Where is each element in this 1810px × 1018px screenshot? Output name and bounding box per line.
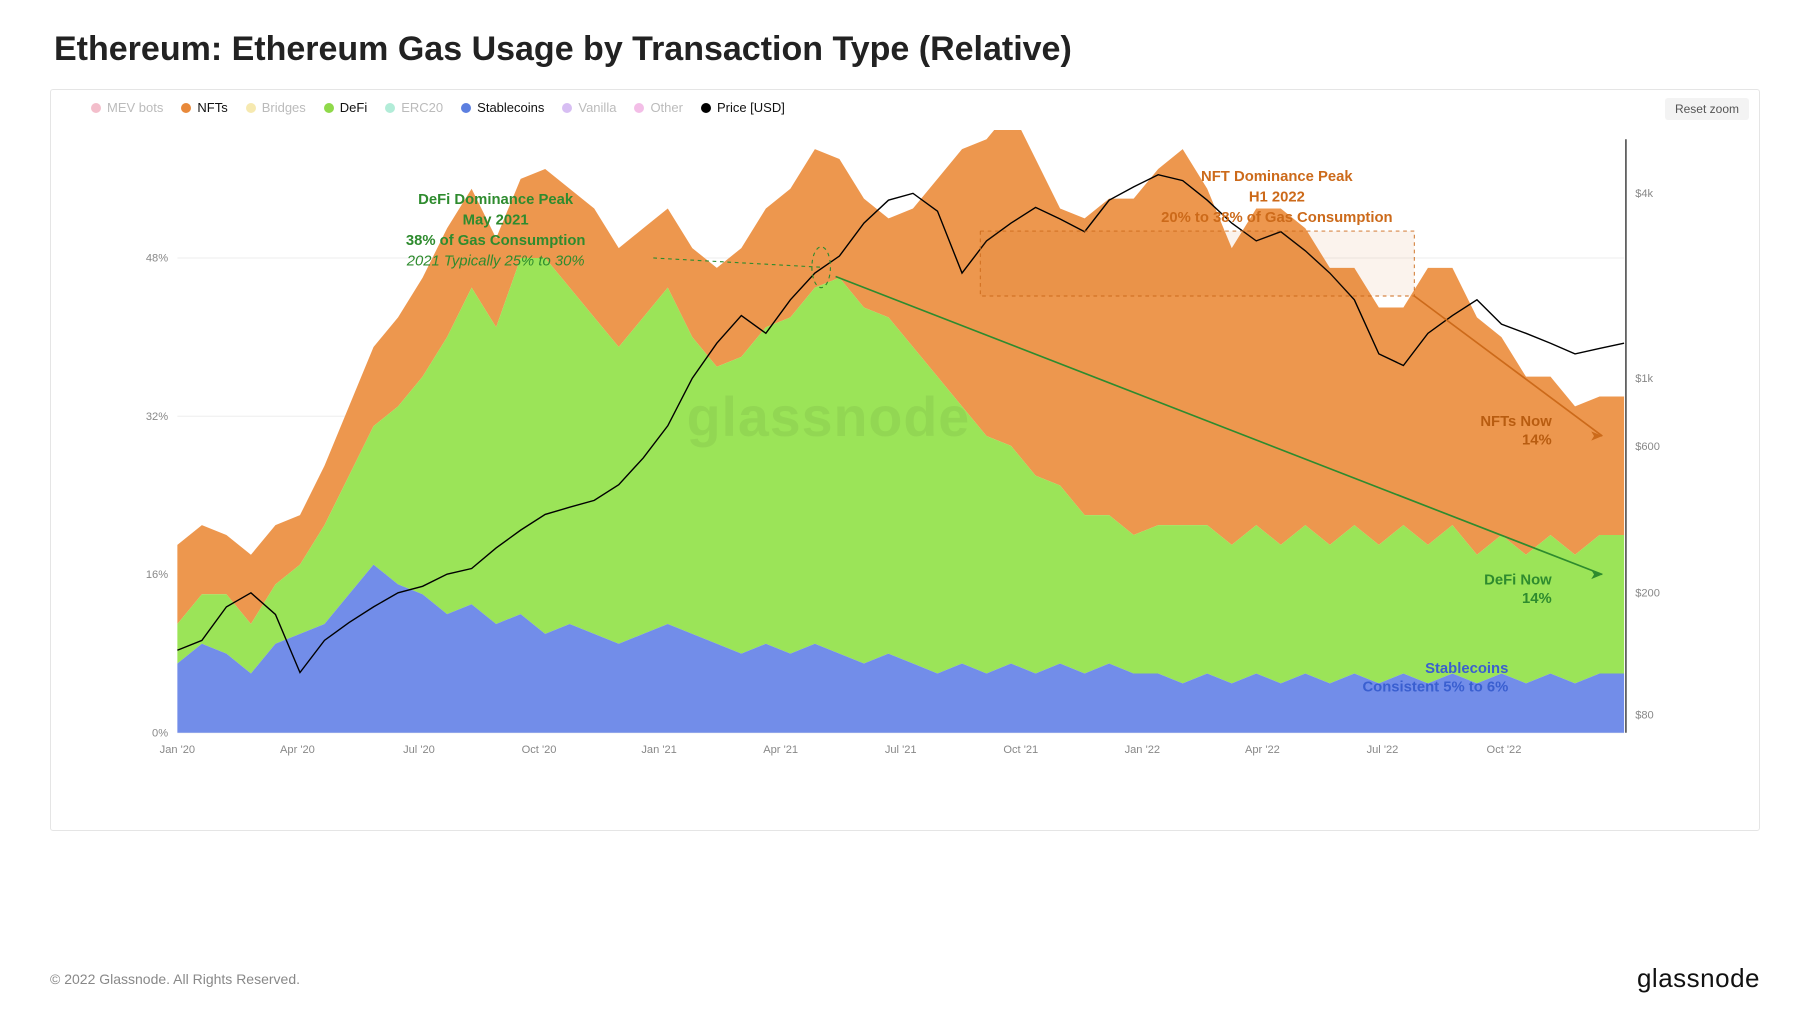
svg-text:Apr '21: Apr '21 [763, 744, 798, 756]
svg-text:20% to 38% of Gas Consumption: 20% to 38% of Gas Consumption [1161, 210, 1393, 226]
legend-item[interactable]: Other [634, 100, 683, 115]
brand-logo: glassnode [1637, 963, 1760, 994]
legend-label: ERC20 [401, 100, 443, 115]
svg-text:Jan '21: Jan '21 [641, 744, 676, 756]
svg-text:48%: 48% [146, 253, 168, 265]
svg-text:$4k: $4k [1635, 188, 1653, 200]
svg-text:2021 Typically 25% to 30%: 2021 Typically 25% to 30% [406, 253, 585, 269]
svg-text:$600: $600 [1635, 441, 1660, 453]
svg-text:$200: $200 [1635, 588, 1660, 600]
svg-text:Oct '22: Oct '22 [1487, 744, 1522, 756]
legend-label: Bridges [262, 100, 306, 115]
svg-text:H1 2022: H1 2022 [1249, 189, 1305, 205]
svg-text:14%: 14% [1522, 433, 1552, 449]
legend-dot [701, 103, 711, 113]
svg-text:DeFi Now: DeFi Now [1484, 572, 1552, 588]
legend-label: MEV bots [107, 100, 163, 115]
reset-zoom-button[interactable]: Reset zoom [1665, 98, 1749, 120]
legend-item[interactable]: Stablecoins [461, 100, 544, 115]
svg-text:glassnode: glassnode [687, 386, 970, 448]
legend-item[interactable]: Bridges [246, 100, 306, 115]
svg-text:$80: $80 [1635, 710, 1654, 722]
legend-item[interactable]: ERC20 [385, 100, 443, 115]
svg-text:Apr '22: Apr '22 [1245, 744, 1280, 756]
svg-text:DeFi Dominance Peak: DeFi Dominance Peak [418, 192, 574, 208]
legend-label: NFTs [197, 100, 227, 115]
svg-text:Jan '22: Jan '22 [1125, 744, 1160, 756]
legend-label: Vanilla [578, 100, 616, 115]
legend-dot [324, 103, 334, 113]
legend-label: DeFi [340, 100, 367, 115]
svg-text:Oct '20: Oct '20 [522, 744, 557, 756]
legend-dot [634, 103, 644, 113]
legend-item[interactable]: MEV bots [91, 100, 163, 115]
svg-text:0%: 0% [152, 728, 168, 740]
svg-text:32%: 32% [146, 411, 168, 423]
legend-dot [91, 103, 101, 113]
legend-item[interactable]: DeFi [324, 100, 367, 115]
legend-dot [385, 103, 395, 113]
copyright-text: © 2022 Glassnode. All Rights Reserved. [50, 971, 300, 987]
legend-dot [461, 103, 471, 113]
chart-title: Ethereum: Ethereum Gas Usage by Transact… [54, 30, 1760, 69]
legend-item[interactable]: Vanilla [562, 100, 616, 115]
svg-text:16%: 16% [146, 569, 168, 581]
chart-card: MEV bots NFTs Bridges DeFi ERC20 Stablecoins V… [50, 89, 1760, 831]
svg-text:Stablecoins: Stablecoins [1425, 661, 1508, 677]
svg-text:38% of Gas Consumption: 38% of Gas Consumption [406, 233, 586, 249]
legend: MEV bots NFTs Bridges DeFi ERC20 Stablecoins V… [91, 100, 785, 115]
svg-text:Consistent 5% to 6%: Consistent 5% to 6% [1362, 679, 1508, 695]
svg-text:Jul '21: Jul '21 [885, 744, 917, 756]
legend-dot [246, 103, 256, 113]
legend-item[interactable]: NFTs [181, 100, 227, 115]
svg-text:Jul '20: Jul '20 [403, 744, 435, 756]
legend-label: Other [650, 100, 683, 115]
svg-text:NFT Dominance Peak: NFT Dominance Peak [1201, 169, 1353, 185]
svg-text:Jan '20: Jan '20 [160, 744, 195, 756]
svg-text:Jul '22: Jul '22 [1367, 744, 1399, 756]
plot-area[interactable]: 0% 16% 32% 48% $80 $200 $600 $1k $4k Jan '20 Apr '… [131, 130, 1689, 770]
legend-label: Price [USD] [717, 100, 785, 115]
chart-svg: 0% 16% 32% 48% $80 $200 $600 $1k $4k Jan '20 Apr '… [131, 130, 1689, 770]
legend-dot [181, 103, 191, 113]
legend-item[interactable]: Price [USD] [701, 100, 785, 115]
legend-label: Stablecoins [477, 100, 544, 115]
legend-dot [562, 103, 572, 113]
svg-text:Apr '20: Apr '20 [280, 744, 315, 756]
svg-text:NFTs Now: NFTs Now [1480, 414, 1552, 430]
svg-text:$1k: $1k [1635, 373, 1653, 385]
svg-text:May 2021: May 2021 [463, 213, 529, 229]
svg-text:Oct '21: Oct '21 [1003, 744, 1038, 756]
svg-text:14%: 14% [1522, 591, 1552, 607]
